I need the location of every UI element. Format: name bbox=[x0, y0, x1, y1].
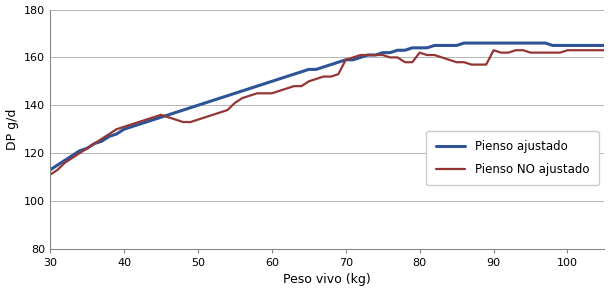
Pienso ajustado bbox=[601, 44, 608, 47]
Pienso ajustado bbox=[416, 46, 423, 50]
Y-axis label: DP g/d: DP g/d bbox=[5, 109, 18, 150]
Legend: Pienso ajustado, Pienso NO ajustado: Pienso ajustado, Pienso NO ajustado bbox=[426, 131, 598, 185]
Pienso NO ajustado bbox=[601, 48, 608, 52]
Pienso ajustado bbox=[497, 41, 504, 45]
Pienso ajustado bbox=[46, 168, 54, 172]
Pienso ajustado bbox=[401, 48, 409, 52]
Pienso ajustado bbox=[461, 41, 468, 45]
Pienso NO ajustado bbox=[239, 96, 246, 100]
Pienso NO ajustado bbox=[497, 51, 504, 54]
Pienso ajustado bbox=[239, 89, 246, 93]
Pienso NO ajustado bbox=[490, 48, 497, 52]
Pienso NO ajustado bbox=[401, 60, 409, 64]
Pienso ajustado bbox=[98, 139, 106, 143]
Pienso NO ajustado bbox=[416, 51, 423, 54]
Pienso ajustado bbox=[335, 60, 342, 64]
Pienso NO ajustado bbox=[98, 137, 106, 140]
Line: Pienso ajustado: Pienso ajustado bbox=[50, 43, 605, 170]
X-axis label: Peso vivo (kg): Peso vivo (kg) bbox=[284, 273, 371, 286]
Pienso NO ajustado bbox=[46, 173, 54, 176]
Pienso NO ajustado bbox=[335, 72, 342, 76]
Line: Pienso NO ajustado: Pienso NO ajustado bbox=[50, 50, 605, 175]
